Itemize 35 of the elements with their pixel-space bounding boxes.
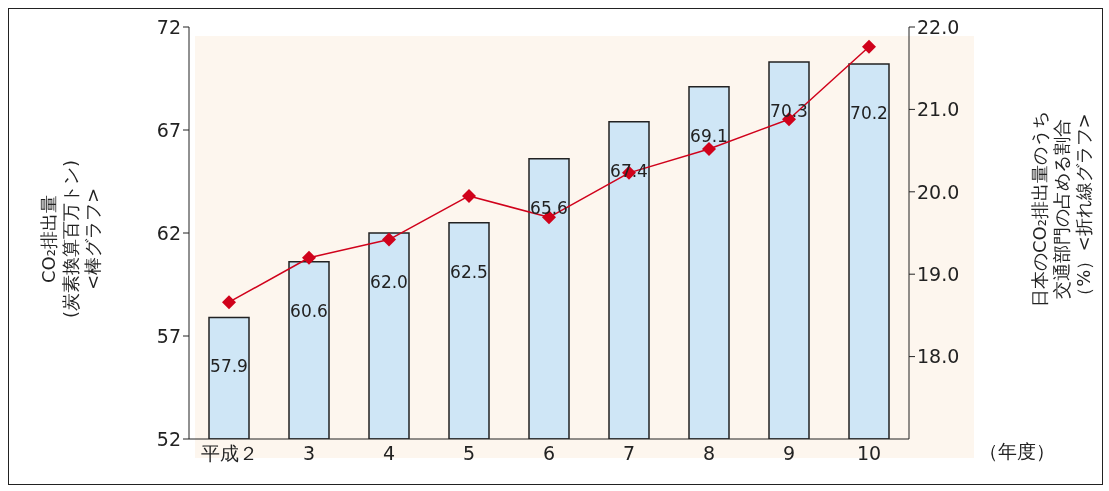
point [862,39,876,54]
data-label: 69.1 [690,125,728,146]
x-tick-label: 8 [702,442,716,465]
data-label: 62.5 [450,261,488,282]
x-tick-label: 4 [382,442,396,465]
y2-axis-title: 日本のCO₂排出量のうち交通部門の占める割合（%）<折れ線グラフ> [1029,110,1095,309]
data-label: 57.9 [210,356,248,377]
data-label: 70.2 [850,103,888,124]
y-tick-label: 67 [156,118,181,141]
x-axis-title: （年度） [979,439,1055,464]
y-tick-label: 52 [156,427,181,450]
x-tick-label: 9 [782,442,796,465]
y-tick-label: 62 [156,221,181,244]
y-tick-label: 57 [156,324,181,347]
data-label: 60.6 [290,300,328,321]
y-axis-title: CO₂排出量 (炭素換算百万トン) <棒グラフ> [38,159,104,321]
y2-tick-label: 22.0 [917,15,960,38]
y2-tick-label: 21.0 [917,98,960,121]
x-tick-label: 10 [856,442,882,465]
x-tick-label: 7 [622,442,636,465]
y2-tick-label: 18.0 [917,345,960,368]
y-tick-label: 72 [156,15,181,38]
x-tick-label: 6 [542,442,556,465]
point [222,295,236,310]
point [702,141,716,156]
y2-tick-label: 20.0 [917,180,960,203]
x-tick-label: 平成２ [200,442,258,465]
x-tick-label: 3 [302,442,316,465]
point [302,250,316,265]
point [462,188,476,203]
y2-tick-label: 19.0 [917,262,960,285]
data-label: 62.0 [370,272,408,292]
x-tick-label: 5 [462,442,476,465]
point [382,232,396,247]
data-label: 65.6 [530,197,568,218]
